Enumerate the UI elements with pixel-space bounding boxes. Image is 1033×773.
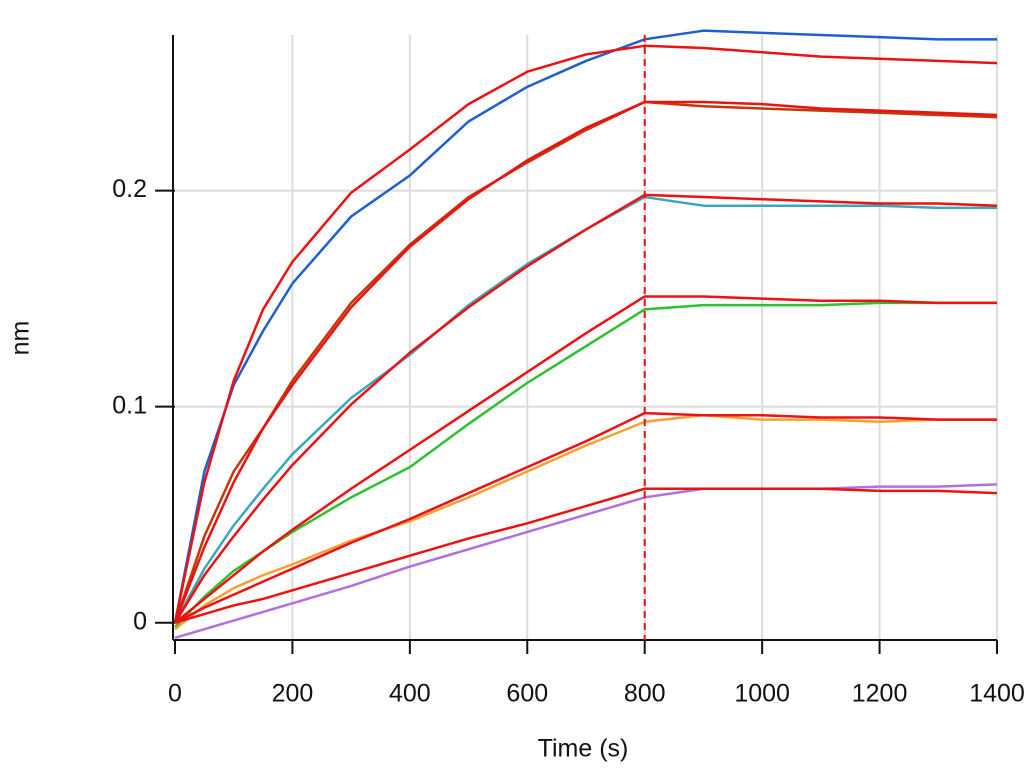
y-tick-label: 0.2 xyxy=(112,175,147,203)
x-tick-label: 1000 xyxy=(734,680,790,708)
y-tick-label: 0.1 xyxy=(112,391,147,419)
series-line xyxy=(174,295,997,624)
y-tick-label: 0 xyxy=(133,607,147,635)
x-tick-label: 800 xyxy=(624,680,666,708)
series-line xyxy=(173,44,998,623)
x-tick-label: 1200 xyxy=(852,680,908,708)
y-axis-label: nm xyxy=(7,321,35,356)
series-line xyxy=(174,301,997,628)
x-tick-label: 400 xyxy=(389,680,431,708)
x-tick-label: 600 xyxy=(506,680,548,708)
series-line xyxy=(173,100,998,624)
series-line xyxy=(173,100,998,624)
x-tick-label: 200 xyxy=(272,680,314,708)
series-line xyxy=(174,483,998,640)
series-line xyxy=(174,487,998,624)
series-line xyxy=(174,414,997,631)
x-axis-label: Time (s) xyxy=(538,735,629,763)
series-line xyxy=(173,29,997,623)
series-line xyxy=(173,195,997,624)
x-tick-label: 1400 xyxy=(969,680,1025,708)
x-tick-label: 0 xyxy=(168,680,182,708)
series-line xyxy=(174,411,997,624)
series-line xyxy=(173,193,998,624)
